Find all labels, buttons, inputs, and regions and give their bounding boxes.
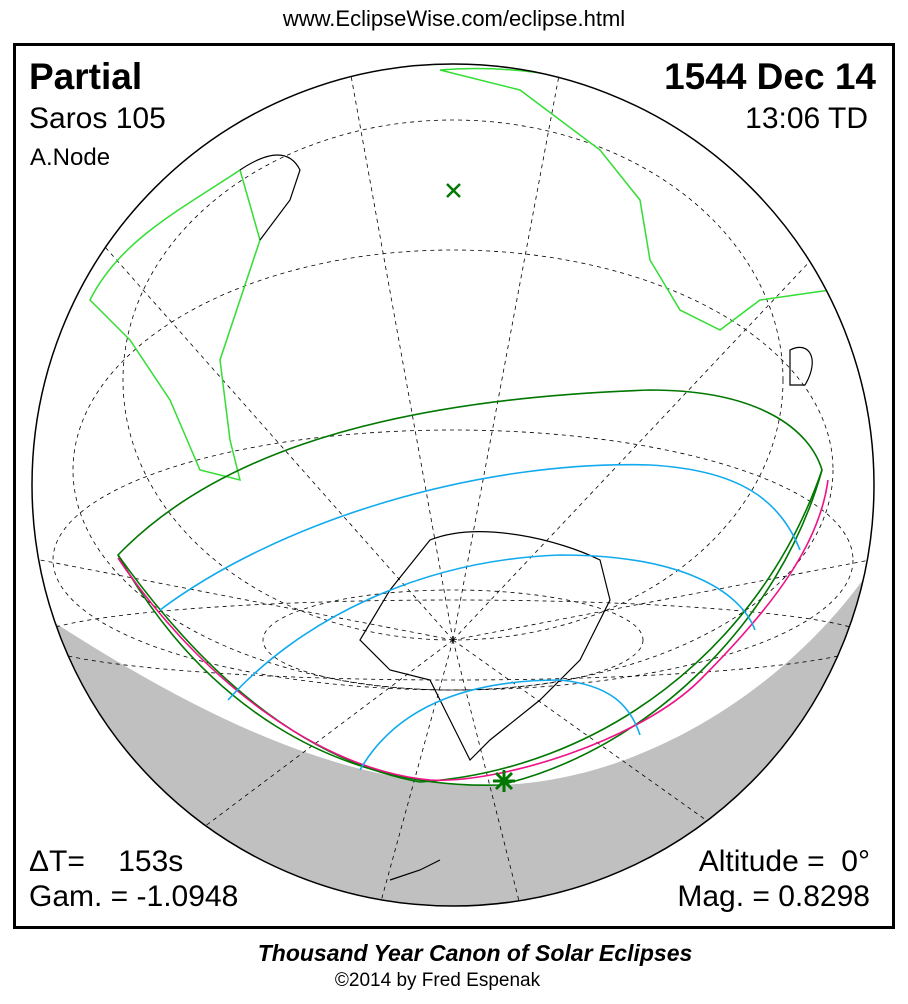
altitude: Altitude = 0° xyxy=(698,845,870,878)
magnitude-curves xyxy=(159,463,801,771)
eclipse-date: 1544 Dec 14 xyxy=(664,56,876,97)
max-eclipse-line xyxy=(117,479,829,782)
greatest-eclipse-marker xyxy=(493,770,515,792)
subsolar-point-icon xyxy=(446,183,461,198)
eclipse-time: 13:06 TD xyxy=(745,102,868,135)
gamma: Gam. = -1.0948 xyxy=(29,880,239,913)
graticule xyxy=(32,69,874,906)
node-label: A.Node xyxy=(30,144,111,171)
footer-copyright: ©2014 by Fred Espenak xyxy=(334,970,541,991)
footer-title: Thousand Year Canon of Solar Eclipses xyxy=(257,940,693,966)
penumbra-limit-outer xyxy=(117,389,823,786)
saros-number: Saros 105 xyxy=(29,102,166,135)
eclipse-type: Partial xyxy=(29,56,143,97)
map-frame xyxy=(13,43,895,929)
url-header: www.EclipseWise.com/eclipse.html xyxy=(282,6,626,31)
delta-t: ΔT= 153s xyxy=(29,845,184,878)
magnitude: Mag. = 0.8298 xyxy=(677,880,870,913)
globe-outline xyxy=(31,63,875,907)
